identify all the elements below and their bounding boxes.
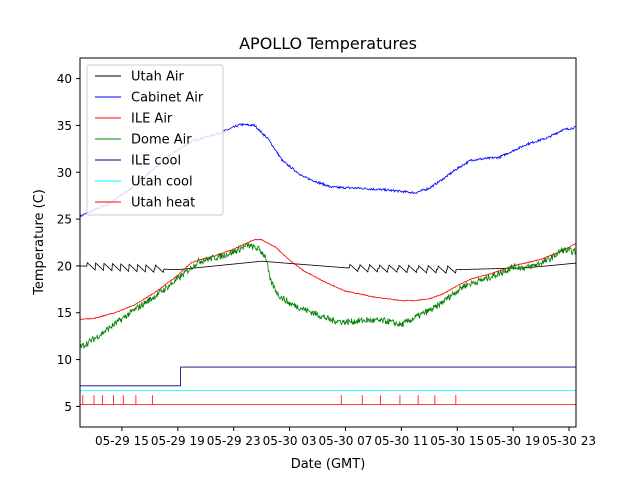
legend-label-ile-air: ILE Air [131, 112, 173, 127]
legend-label-cabinet-air: Cabinet Air [131, 91, 204, 106]
legend-label-ile-cool: ILE cool [131, 154, 181, 169]
series-line-dome-air [80, 242, 576, 351]
x-tick-label: 05-29 15 [95, 434, 149, 448]
y-axis-label: Temperature (C) [32, 189, 47, 296]
chart-title: APOLLO Temperatures [239, 34, 417, 53]
x-tick-label: 05-29 23 [207, 434, 261, 448]
legend-label-dome-air: Dome Air [131, 133, 192, 148]
x-tick-label: 05-30 19 [486, 434, 540, 448]
y-tick-label: 10 [57, 353, 72, 367]
plot-frame [79, 57, 577, 428]
x-tick-label: 05-30 15 [430, 434, 484, 448]
y-axis: 5 10 15 20 25 30 35 40 [57, 72, 80, 414]
x-tick-label: 05-30 07 [318, 434, 372, 448]
series-line-ile-cool [80, 366, 576, 387]
y-tick-label: 30 [57, 166, 72, 180]
series-line-ile-air [80, 238, 576, 321]
legend-label-utah-air: Utah Air [131, 70, 184, 85]
x-axis-label: Date (GMT) [291, 457, 366, 472]
x-axis: 05-29 15 05-29 19 05-29 23 05-30 03 05-30 07… [95, 427, 596, 448]
series-line-utah-air [80, 260, 576, 275]
y-tick-label: 20 [57, 259, 72, 273]
legend-label-utah-heat: Utah heat [131, 196, 195, 211]
series-line-utah-heat [80, 395, 576, 415]
legend-box [86, 64, 224, 216]
x-tick-label: 05-30 11 [374, 434, 428, 448]
x-tick-label: 05-30 03 [263, 434, 317, 448]
y-tick-label: 15 [57, 306, 72, 320]
x-tick-label: 05-29 19 [151, 434, 205, 448]
y-tick-label: 40 [57, 72, 72, 86]
y-tick-label: 35 [57, 119, 72, 133]
legend: Utah Air Cabinet Air ILE Air Dome Air ILE co… [86, 64, 224, 216]
y-tick-label: 5 [64, 400, 72, 414]
y-tick-label: 25 [57, 213, 72, 227]
legend-label-utah-cool: Utah cool [131, 175, 193, 190]
x-tick-label: 05-30 23 [542, 434, 596, 448]
